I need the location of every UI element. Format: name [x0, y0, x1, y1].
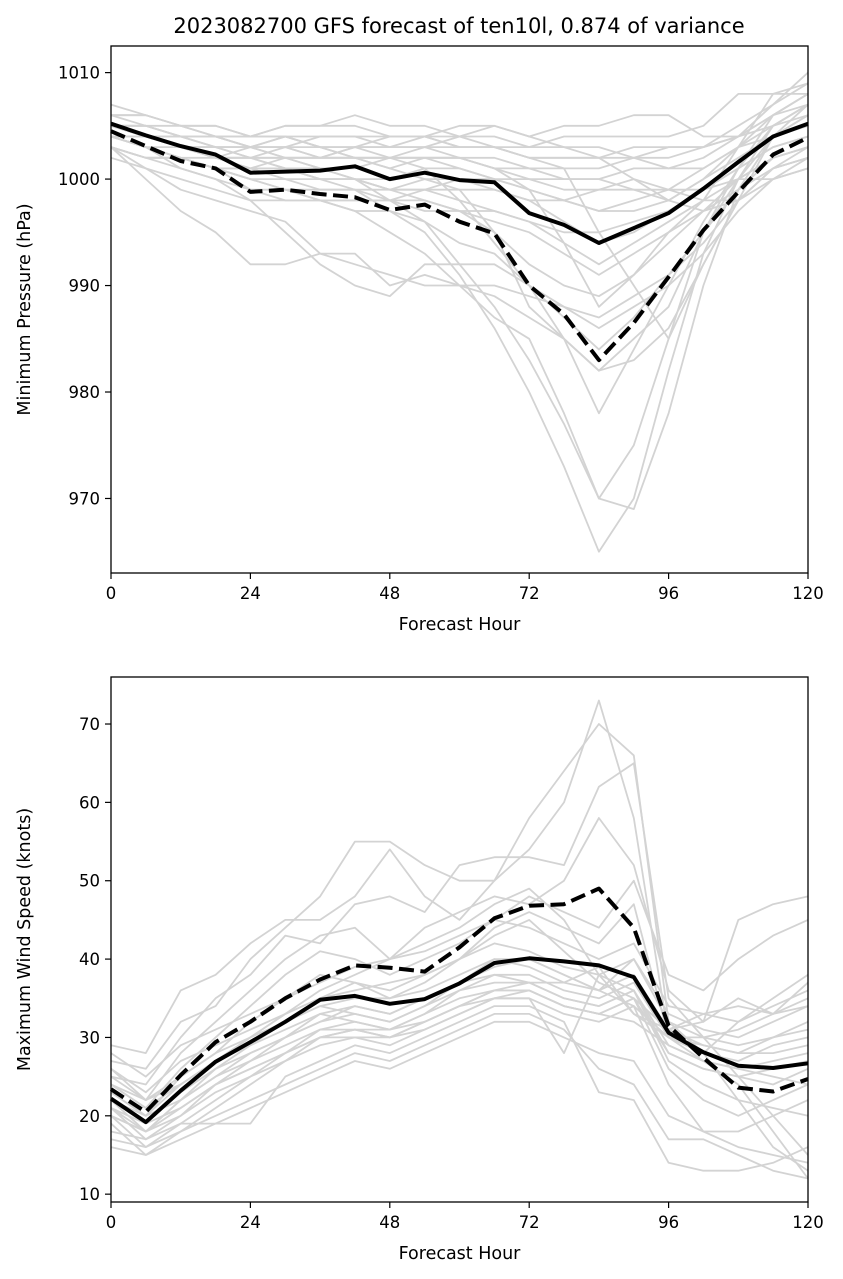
pressure-y-tick-label: 990: [69, 277, 101, 296]
pressure-lines: [110, 71, 809, 553]
pressure-y-tick-label: 1010: [58, 64, 100, 83]
pressure-panel: 0 24 48 72 96 120 970 980 990 1000 1010 Forecast H…: [15, 45, 824, 635]
pressure-ensemble-member-line: [110, 103, 809, 170]
wind-axes-frame: [110, 676, 809, 1203]
pressure-x-tick-label: 72: [519, 584, 540, 603]
wind-ensemble-member-line: [110, 1020, 809, 1164]
wind-y-axis-label: Maximum Wind Speed (knots): [15, 808, 35, 1071]
wind-y-tick-label: 60: [79, 793, 100, 812]
wind-lines: [109, 699, 809, 1180]
wind-ensemble-member-line: [110, 989, 809, 1133]
pressure-x-tick-label: 96: [658, 584, 679, 603]
pressure-ensemble-member-line: [110, 103, 809, 553]
pressure-ticks: 0 24 48 72 96 120 970 980 990 1000 1010: [58, 64, 824, 603]
pressure-ensemble-member-line: [110, 156, 809, 330]
wind-x-tick-label: 24: [240, 1213, 261, 1232]
pressure-ensemble-member-line: [111, 103, 809, 159]
pressure-deterministic-line: [110, 129, 809, 363]
pressure-x-tick-label: 24: [240, 584, 261, 603]
pressure-ensemble-member-line: [110, 146, 809, 351]
pressure-x-tick-label: 48: [379, 584, 400, 603]
wind-x-tick-label: 48: [379, 1213, 400, 1232]
pressure-ensemble-member-line: [110, 124, 809, 212]
pressure-ensemble-member-line: [111, 71, 809, 138]
pressure-y-tick-label: 970: [69, 489, 101, 508]
pressure-ensemble-member-line: [110, 82, 809, 308]
wind-ensemble-member-line: [110, 958, 809, 1101]
wind-y-tick-label: 20: [79, 1107, 100, 1126]
pressure-ensemble-member-line: [110, 146, 809, 298]
pressure-y-axis-label: Minimum Pressure (hPa): [15, 203, 35, 415]
wind-x-axis-label: Forecast Hour: [399, 1244, 522, 1264]
wind-y-tick-label: 10: [79, 1185, 100, 1204]
wind-ensemble-member-line: [110, 879, 809, 1109]
pressure-axes-frame: [110, 45, 809, 574]
pressure-x-tick-label: 0: [106, 584, 117, 603]
wind-x-tick-label: 96: [658, 1213, 679, 1232]
wind-x-tick-label: 72: [519, 1213, 540, 1232]
wind-ticks: 0 24 48 72 96 120 10 20 30 40 50 60 70: [79, 715, 824, 1232]
wind-ensemble-member-line: [110, 989, 809, 1133]
wind-ensemble-member-line: [110, 919, 809, 1078]
pressure-x-tick-label: 120: [792, 584, 824, 603]
wind-y-tick-label: 50: [79, 872, 100, 891]
pressure-ensemble-member-line: [111, 93, 808, 149]
wind-x-tick-label: 120: [792, 1213, 824, 1232]
wind-x-tick-label: 0: [106, 1213, 117, 1232]
wind-ensemble-member-line: [110, 699, 809, 1180]
wind-ensemble-member-line: [110, 1005, 809, 1172]
wind-ensemble-member-line: [110, 966, 809, 1125]
pressure-y-tick-label: 980: [69, 383, 101, 402]
pressure-mean-line: [110, 121, 809, 245]
pressure-y-tick-label: 1000: [58, 170, 100, 189]
pressure-x-axis-label: Forecast Hour: [399, 615, 522, 635]
pressure-ensemble-member-line: [110, 114, 809, 511]
wind-deterministic-line: [109, 886, 809, 1114]
pressure-ensemble-member-line: [111, 103, 809, 415]
wind-y-tick-label: 40: [79, 950, 100, 969]
figure-title: 2023082700 GFS forecast of ten10l, 0.874…: [173, 14, 744, 38]
wind-panel: 0 24 48 72 96 120 10 20 30 40 50 60 70 Forecast Hour…: [15, 676, 824, 1264]
pressure-ensemble-member-line: [110, 146, 809, 319]
wind-y-tick-label: 70: [79, 715, 100, 734]
wind-ensemble-member-line: [110, 1013, 809, 1180]
wind-y-tick-label: 30: [79, 1028, 100, 1047]
